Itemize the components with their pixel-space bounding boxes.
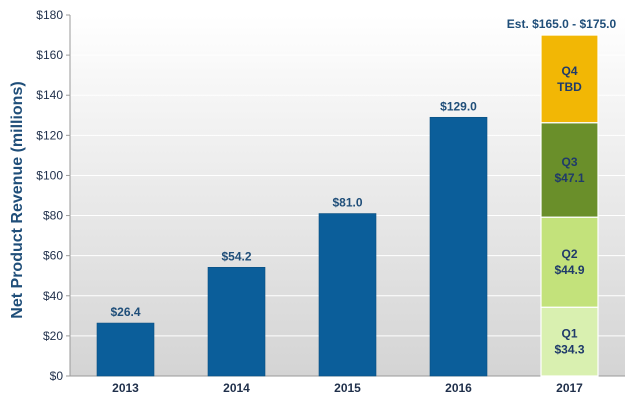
- y-tick-label: $100: [36, 168, 63, 182]
- bar-value-label: $54.2: [221, 249, 251, 263]
- segment-value-label: TBD: [557, 80, 582, 94]
- segment-q1: [540, 306, 599, 377]
- bar-2015: [318, 213, 377, 377]
- x-tick-label: 2017: [556, 381, 583, 395]
- x-tick-label: 2014: [223, 381, 250, 395]
- segment-value-label: $44.9: [554, 263, 584, 277]
- y-tick-label: $40: [43, 289, 63, 303]
- x-axis-labels: 2013 2014 2015 2016 2017: [112, 381, 583, 395]
- y-tick-label: $160: [36, 48, 63, 62]
- segment-name-label: Q2: [561, 247, 577, 261]
- x-tick-label: 2015: [334, 381, 361, 395]
- y-axis-ticks: $0 $20 $40 $60 $80 $100 $120 $140 $160 $180: [36, 8, 70, 383]
- segment-q3: [540, 122, 599, 218]
- bar-value-label: $26.4: [110, 305, 140, 319]
- bars: $26.4 $54.2 $81.0 $129.0: [96, 99, 488, 377]
- estimate-annotation: Est. $165.0 - $175.0: [507, 17, 617, 31]
- segment-name-label: Q4: [561, 64, 577, 78]
- bar-value-label: $81.0: [332, 196, 362, 210]
- segment-name-label: Q1: [561, 327, 577, 341]
- y-tick-label: $140: [36, 88, 63, 102]
- segment-value-label: $47.1: [554, 171, 584, 185]
- segment-value-label: $34.3: [554, 343, 584, 357]
- stacked-bar-2017: Q1 $34.3 Q2 $44.9 Q3 $47.1 Q4 TBD: [540, 34, 599, 377]
- y-tick-label: $180: [36, 8, 63, 22]
- y-tick-label: $60: [43, 249, 63, 263]
- y-axis-title: Net Product Revenue (millions): [9, 81, 26, 318]
- y-tick-label: $0: [50, 369, 64, 383]
- y-tick-label: $80: [43, 209, 63, 223]
- segment-name-label: Q3: [561, 155, 577, 169]
- bar-2013: [96, 322, 155, 377]
- x-tick-label: 2016: [445, 381, 472, 395]
- bar-2014: [207, 266, 266, 377]
- bar-2016: [429, 116, 488, 377]
- segment-q2: [540, 216, 599, 308]
- segment-q4: [540, 34, 599, 124]
- y-tick-label: $20: [43, 329, 63, 343]
- bar-value-label: $129.0: [440, 99, 477, 113]
- y-tick-label: $120: [36, 128, 63, 142]
- x-tick-label: 2013: [112, 381, 139, 395]
